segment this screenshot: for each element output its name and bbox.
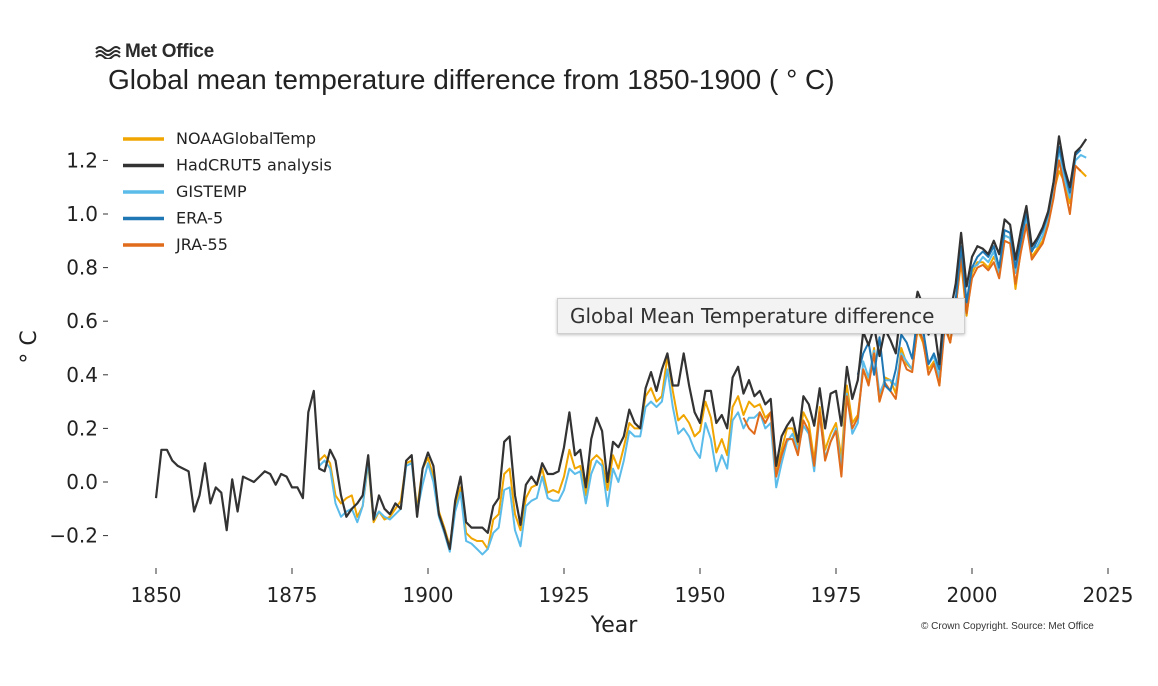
copyright-note: © Crown Copyright. Source: Met Office bbox=[921, 621, 1094, 632]
logo-text: Met Office bbox=[125, 41, 214, 62]
tooltip: Global Mean Temperature difference bbox=[557, 298, 965, 334]
x-tick-label: 1875 bbox=[267, 583, 318, 607]
y-tick-label: 0.8 bbox=[66, 256, 98, 280]
series-line-jra-55 bbox=[742, 159, 1082, 478]
x-tick-label: 1850 bbox=[131, 583, 182, 607]
legend-label: NOAAGlobalTemp bbox=[176, 129, 316, 148]
met-office-logo-icon bbox=[95, 46, 121, 59]
met-office-logo: Met Office bbox=[95, 41, 214, 63]
x-tick-label: 2025 bbox=[1083, 583, 1134, 607]
y-tick-label: 0.4 bbox=[66, 363, 98, 387]
chart-title: Global mean temperature difference from … bbox=[108, 64, 835, 95]
legend-label: ERA-5 bbox=[176, 209, 223, 228]
legend-label: JRA-55 bbox=[175, 235, 228, 254]
y-tick-label: 0.6 bbox=[66, 309, 98, 333]
series-line-gistemp bbox=[318, 148, 1087, 556]
legend-label: HadCRUT5 analysis bbox=[176, 156, 332, 175]
x-tick-label: 2000 bbox=[947, 583, 998, 607]
chart-legend: NOAAGlobalTemp HadCRUT5 analysis GISTEMP ER… bbox=[123, 129, 332, 254]
y-tick-label: 1.0 bbox=[66, 202, 98, 226]
x-tick-label: 1950 bbox=[675, 583, 726, 607]
chart-axes: 1850 1875 1900 1925 1950 1975 2000 2025 −0.2 0.0 0… bbox=[49, 148, 1133, 607]
y-axis-label: ° C bbox=[17, 330, 42, 363]
series-line-hadcrut5-analysis bbox=[154, 135, 1088, 551]
y-tick-label: 0.2 bbox=[66, 416, 98, 440]
y-tick-label: 0.0 bbox=[66, 470, 98, 494]
y-tick-label: 1.2 bbox=[66, 148, 98, 172]
x-tick-label: 1900 bbox=[403, 583, 454, 607]
x-axis-label: Year bbox=[590, 613, 639, 638]
y-tick-label: −0.2 bbox=[49, 524, 98, 548]
x-tick-label: 1975 bbox=[811, 583, 862, 607]
x-tick-label: 1925 bbox=[539, 583, 590, 607]
legend-label: GISTEMP bbox=[176, 182, 247, 201]
chart-series bbox=[154, 135, 1088, 556]
